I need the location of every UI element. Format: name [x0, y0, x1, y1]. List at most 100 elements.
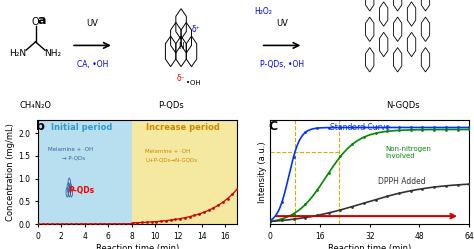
Point: [325, 125, 333, 129]
Point: [195, 212, 203, 216]
Text: → P-QDs: → P-QDs: [62, 155, 85, 160]
Point: [313, 213, 321, 217]
Point: [91, 222, 99, 226]
Point: [290, 217, 297, 221]
X-axis label: Reaction time (min): Reaction time (min): [96, 244, 179, 249]
Point: [134, 221, 141, 225]
Text: N: N: [178, 42, 184, 51]
Point: [442, 125, 450, 129]
X-axis label: Reaction time (min): Reaction time (min): [328, 244, 411, 249]
Point: [301, 130, 309, 134]
Point: [290, 155, 297, 159]
Text: H₂N: H₂N: [9, 49, 27, 58]
Point: [100, 222, 108, 226]
Point: [77, 222, 84, 226]
Point: [395, 128, 403, 132]
Point: [210, 206, 217, 210]
Text: H₂O₂: H₂O₂: [254, 7, 272, 16]
Text: δ⁺: δ⁺: [192, 25, 201, 34]
Point: [360, 135, 368, 139]
Point: [72, 222, 80, 226]
Point: [419, 128, 426, 132]
Text: P-QDs, •OH: P-QDs, •OH: [260, 60, 304, 69]
Point: [465, 127, 473, 131]
Point: [360, 125, 368, 129]
Text: Non-nitrogen
Involved: Non-nitrogen Involved: [386, 146, 431, 159]
Bar: [132, 120, 249, 224]
Point: [143, 220, 151, 224]
Point: [266, 219, 274, 223]
Point: [325, 171, 333, 175]
Point: [48, 222, 56, 226]
Text: Initial period: Initial period: [51, 123, 112, 132]
Text: N-GQDs: N-GQDs: [386, 101, 419, 110]
Point: [115, 222, 122, 226]
Point: [337, 125, 344, 129]
Point: [372, 131, 379, 135]
Text: Melamine + ·OH: Melamine + ·OH: [146, 149, 191, 154]
Text: DPPH Added: DPPH Added: [378, 177, 425, 186]
Point: [53, 222, 61, 226]
Point: [465, 182, 473, 186]
Point: [348, 125, 356, 129]
Point: [465, 125, 473, 129]
Text: UV: UV: [86, 19, 99, 28]
Point: [430, 185, 438, 189]
Point: [167, 218, 174, 222]
Point: [176, 217, 184, 221]
Text: U+P-QDs→N-GQDs: U+P-QDs→N-GQDs: [146, 157, 198, 162]
Text: Standard Curve: Standard Curve: [330, 123, 390, 132]
Point: [157, 219, 165, 223]
Point: [172, 217, 179, 221]
Point: [290, 212, 297, 216]
Text: P-QDs: P-QDs: [158, 101, 183, 110]
Point: [407, 128, 414, 132]
Point: [313, 188, 321, 192]
Point: [162, 219, 170, 223]
Point: [58, 222, 65, 226]
Point: [278, 200, 286, 204]
Point: [278, 217, 286, 221]
Point: [86, 222, 94, 226]
Point: [138, 221, 146, 225]
Point: [383, 194, 391, 198]
Point: [67, 222, 75, 226]
Text: •OH: •OH: [186, 80, 201, 86]
Point: [110, 222, 118, 226]
Point: [224, 196, 231, 200]
Point: [348, 142, 356, 146]
Point: [186, 215, 193, 219]
Point: [454, 183, 461, 187]
Point: [454, 125, 461, 129]
Point: [228, 192, 236, 196]
Text: δ⁻: δ⁻: [177, 74, 185, 83]
Point: [124, 222, 132, 226]
Point: [383, 125, 391, 129]
Text: UV: UV: [276, 19, 288, 28]
Point: [214, 203, 222, 207]
Point: [383, 129, 391, 133]
Point: [200, 210, 208, 214]
Text: Melamine + ·OH: Melamine + ·OH: [48, 147, 93, 152]
Point: [205, 208, 212, 212]
Point: [442, 184, 450, 188]
Point: [395, 125, 403, 129]
Point: [348, 205, 356, 209]
Point: [191, 213, 198, 217]
Point: [153, 220, 160, 224]
Text: CA, •OH: CA, •OH: [77, 60, 108, 69]
Point: [105, 222, 113, 226]
Point: [301, 202, 309, 206]
Point: [181, 216, 189, 220]
Y-axis label: Concentration (mg/mL): Concentration (mg/mL): [6, 123, 15, 221]
Point: [442, 127, 450, 131]
Point: [454, 127, 461, 131]
Point: [337, 154, 344, 158]
Point: [301, 216, 309, 220]
Point: [266, 219, 274, 223]
Point: [96, 222, 103, 226]
Point: [360, 201, 368, 205]
Point: [337, 208, 344, 212]
Point: [407, 125, 414, 129]
Point: [395, 191, 403, 195]
